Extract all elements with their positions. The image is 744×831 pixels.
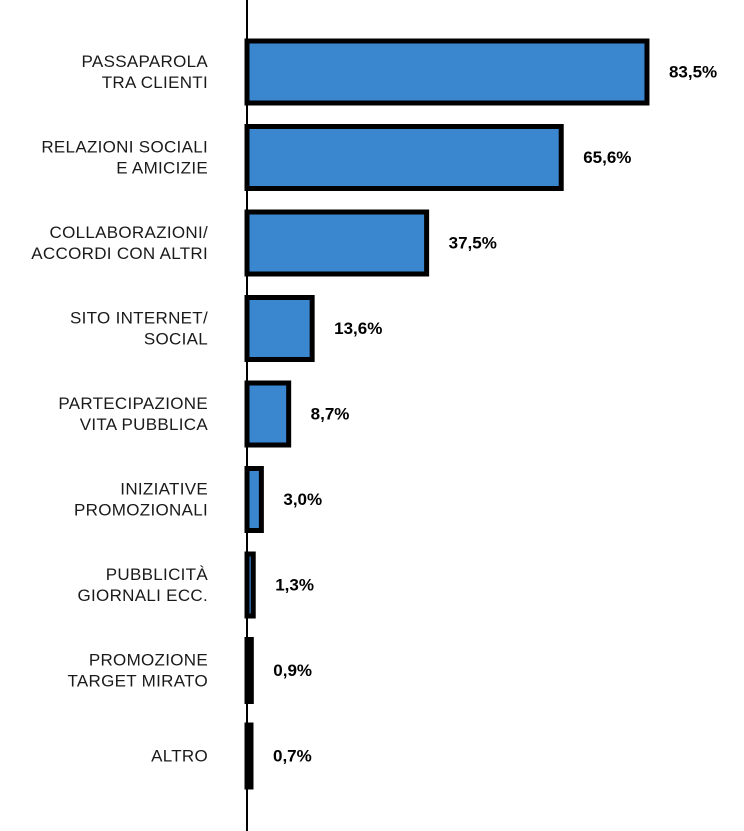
category-label: PASSAPAROLA (82, 52, 209, 71)
category-label: RELAZIONI SOCIALI (41, 138, 208, 157)
value-label: 83,5% (669, 63, 717, 82)
category-label: PROMOZIONE (89, 651, 208, 670)
bar (244, 466, 264, 533)
bar (244, 295, 315, 362)
category-label: VITA PUBBLICA (80, 415, 209, 434)
category-label: E AMICIZIE (116, 159, 208, 178)
category-label: INIZIATIVE (120, 480, 208, 499)
category-label: PROMOZIONALI (74, 501, 208, 520)
value-label: 1,3% (275, 576, 314, 595)
category-label: SITO INTERNET/ (70, 309, 208, 328)
bars-layer (244, 38, 650, 790)
category-label: ALTRO (151, 747, 208, 766)
category-label: PUBBLICITÀ (106, 565, 209, 584)
category-label: PARTECIPAZIONE (58, 394, 208, 413)
value-label: 8,7% (311, 405, 350, 424)
value-label: 0,9% (273, 661, 312, 680)
value-label: 37,5% (449, 234, 497, 253)
category-label: ACCORDI CON ALTRI (31, 244, 208, 263)
bar (244, 124, 564, 191)
value-label: 13,6% (334, 319, 382, 338)
category-label: SOCIAL (144, 330, 208, 349)
category-label: TRA CLIENTI (102, 73, 208, 92)
category-label: TARGET MIRATO (67, 672, 208, 691)
category-label: COLLABORAZIONI/ (50, 223, 208, 242)
category-label: GIORNALI ECC. (78, 586, 208, 605)
bar (244, 38, 650, 106)
value-label: 0,7% (273, 747, 312, 766)
value-labels-layer: 83,5% 65,6% 37,5% 13,6% 8,7% 3,0% 1,3% 0,9% 0,7% (273, 63, 717, 766)
value-label: 3,0% (283, 490, 322, 509)
bar (244, 209, 430, 277)
category-labels-layer: PASSAPAROLA TRA CLIENTI RELAZIONI SOCIALI E… (31, 52, 208, 766)
value-label: 65,6% (583, 148, 631, 167)
bar (244, 380, 292, 448)
